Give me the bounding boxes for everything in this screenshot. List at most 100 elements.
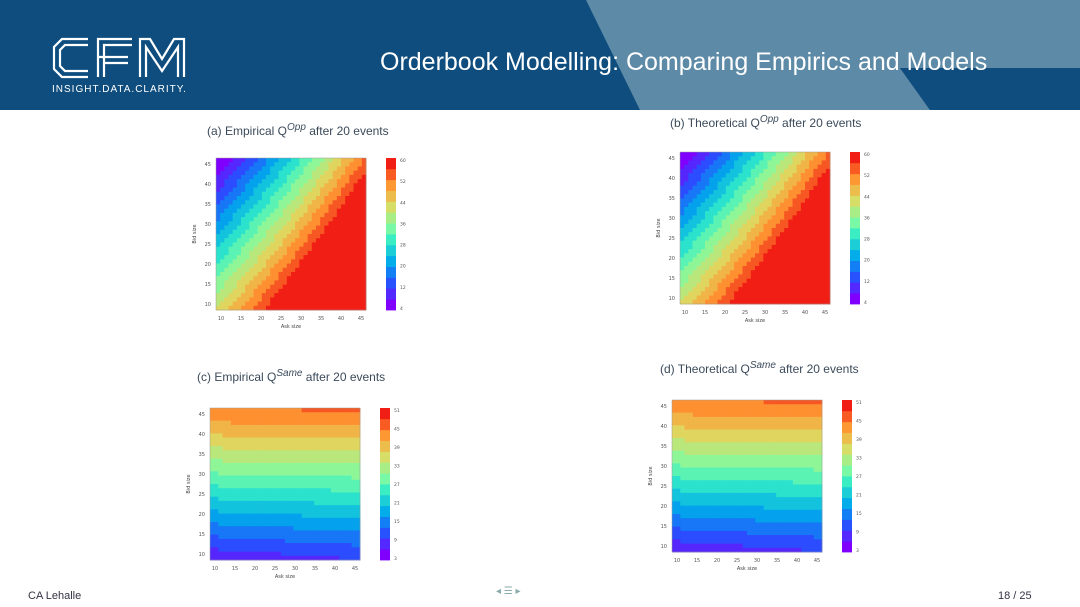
heatmap-cell <box>680 160 685 166</box>
heatmap-cell <box>299 305 304 311</box>
heatmap-cell <box>345 259 350 264</box>
caption-c-suffix: after 20 events <box>302 370 386 384</box>
heatmap-cell <box>341 212 346 218</box>
heatmap-cell <box>700 287 706 292</box>
heatmap-cell <box>680 471 685 477</box>
heatmap-cell <box>289 408 294 413</box>
heatmap-cell <box>747 497 752 502</box>
heatmap-cell <box>285 509 290 514</box>
heatmap-cell <box>214 420 219 426</box>
heatmap-cell <box>272 526 278 531</box>
heatmap-cell <box>771 270 777 275</box>
heatmap-cell <box>713 497 719 502</box>
heatmap-cell <box>320 259 325 264</box>
heatmap-cell <box>285 543 290 548</box>
colorbar-tick-label: 45 <box>394 427 400 433</box>
heatmap-cell <box>763 404 769 409</box>
heatmap-cell <box>235 471 240 476</box>
heatmap-cell <box>747 522 752 528</box>
heatmap-cell <box>332 272 338 277</box>
heatmap-cell <box>705 421 710 426</box>
heatmap-cell <box>788 261 793 267</box>
heatmap-cell <box>336 280 342 286</box>
heatmap-cell <box>218 467 223 472</box>
heatmap-cell <box>314 517 319 523</box>
heatmap-cell <box>730 543 735 549</box>
heatmap-cell <box>725 244 731 250</box>
heatmap-cell <box>738 282 743 288</box>
heatmap-cell <box>239 429 244 434</box>
heatmap-cell <box>775 295 781 301</box>
heatmap-cell <box>339 437 344 443</box>
heatmap-cell <box>672 497 677 502</box>
heatmap-cell <box>680 244 685 250</box>
heatmap-cell <box>303 293 309 298</box>
heatmap-cell <box>241 212 246 218</box>
heatmap-cell <box>280 467 286 472</box>
heatmap-cell <box>349 158 354 163</box>
heatmap-cell <box>305 471 311 476</box>
heatmap-cell <box>335 517 340 523</box>
heatmap-cell <box>285 492 290 498</box>
heatmap-cell <box>291 288 296 294</box>
heatmap-cell <box>216 212 221 218</box>
x-tick-label: 35 <box>782 310 788 316</box>
heatmap-cell <box>276 484 282 489</box>
heatmap-cell <box>734 433 740 439</box>
heatmap-cell <box>771 215 777 220</box>
heatmap-cell <box>357 208 363 214</box>
heatmap-cell <box>717 480 723 485</box>
heatmap-cell <box>241 221 246 226</box>
heatmap-cell <box>700 206 706 212</box>
heatmap-cell <box>260 513 265 519</box>
heatmap-cell <box>792 270 798 275</box>
heatmap-cell <box>297 450 303 455</box>
heatmap-cell <box>249 229 254 235</box>
heatmap-cell <box>355 517 361 523</box>
heatmap-cell <box>255 450 261 455</box>
heatmap-cell <box>713 530 719 536</box>
heatmap-cell <box>293 555 298 561</box>
heatmap-cell <box>353 255 359 260</box>
heatmap-cell <box>285 420 290 426</box>
heatmap-cell <box>268 467 273 472</box>
heatmap-cell <box>255 441 261 447</box>
heatmap-cell <box>680 476 685 481</box>
heatmap-cell <box>320 234 325 239</box>
heatmap-cell <box>759 232 764 237</box>
heatmap-cell <box>809 261 814 267</box>
heatmap-cell <box>305 538 311 544</box>
heatmap-cell <box>688 152 693 157</box>
heatmap-cells <box>672 400 823 553</box>
heatmap-cell <box>255 420 261 426</box>
heatmap-cell <box>780 249 785 254</box>
heatmap-cell <box>301 424 307 430</box>
heatmap-cell <box>759 425 765 430</box>
heatmap-cell <box>291 272 296 277</box>
heatmap-cell <box>232 301 238 307</box>
heatmap-cell <box>349 280 354 286</box>
heatmap-cell <box>759 168 764 174</box>
heatmap-cell <box>301 458 307 464</box>
heatmap-cell <box>755 295 760 301</box>
heatmap-cell <box>286 179 292 184</box>
heatmap-cell <box>314 555 319 561</box>
heatmap-cell <box>672 421 677 426</box>
heatmap-cell <box>322 484 328 489</box>
y-tick-label: 30 <box>199 472 205 478</box>
heatmap-cell <box>293 462 298 468</box>
heatmap-cell <box>771 295 777 301</box>
heatmap-cell <box>247 471 253 476</box>
heatmap-cell <box>809 278 814 284</box>
heatmap-cell <box>738 278 743 284</box>
heatmap-cell <box>726 509 731 515</box>
heatmap-cell <box>335 534 340 540</box>
heatmap-cell <box>261 250 267 256</box>
heatmap-cell <box>722 467 727 473</box>
heatmap-cell <box>332 166 338 172</box>
heatmap-cell <box>684 156 689 161</box>
heatmap-cell <box>289 458 294 464</box>
heatmap-cell <box>771 206 777 212</box>
heatmap-cell <box>295 238 300 243</box>
heatmap-cell <box>341 208 346 214</box>
